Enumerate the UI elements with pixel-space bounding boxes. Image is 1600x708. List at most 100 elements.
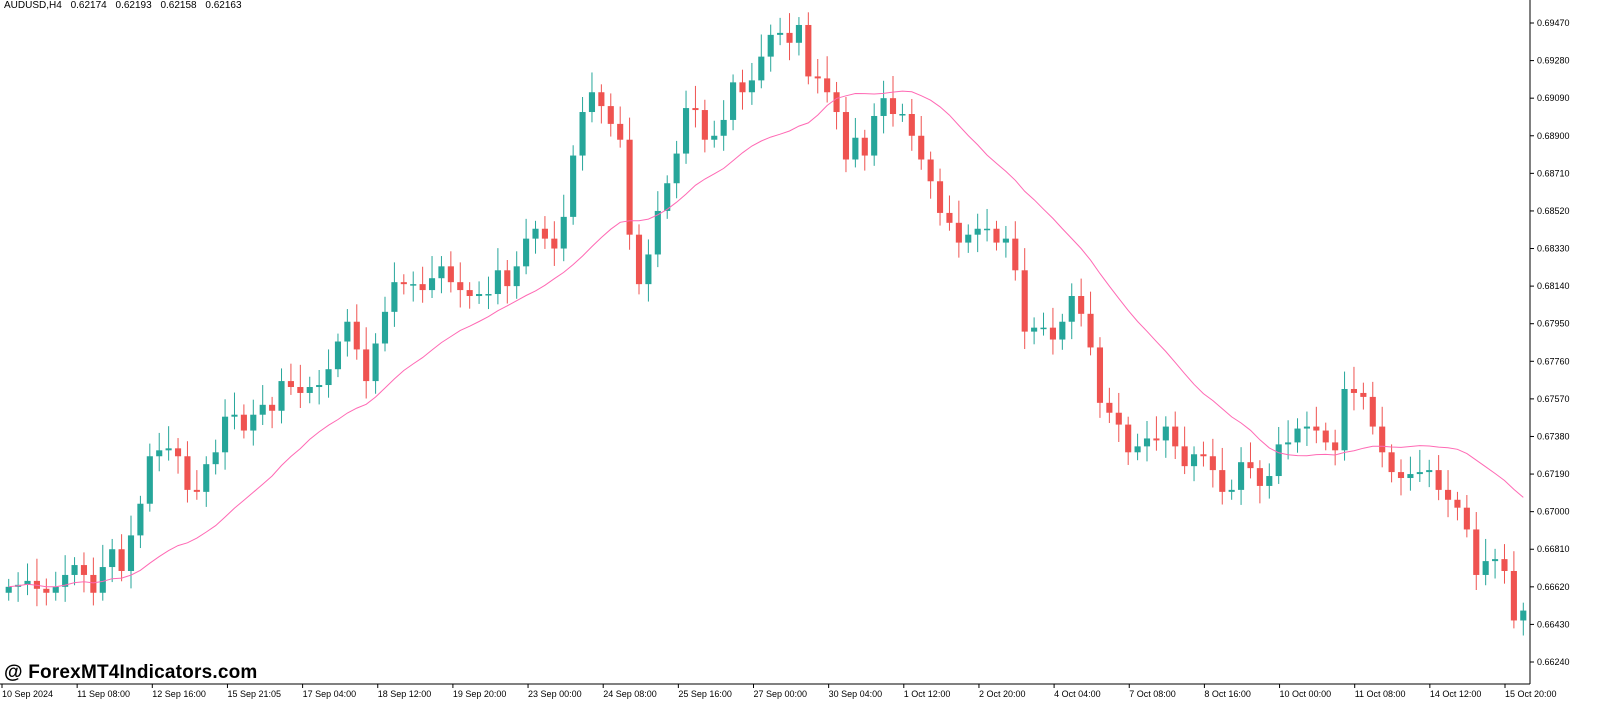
- bull-candle[interactable]: [476, 294, 483, 297]
- bear-candle[interactable]: [842, 112, 850, 160]
- bull-candle[interactable]: [372, 343, 379, 382]
- bull-candle[interactable]: [1492, 559, 1499, 562]
- bear-candle[interactable]: [457, 282, 464, 291]
- bear-candle[interactable]: [1473, 529, 1480, 575]
- bull-candle[interactable]: [99, 567, 106, 593]
- bear-candle[interactable]: [598, 92, 605, 107]
- bear-candle[interactable]: [287, 381, 294, 388]
- bear-candle[interactable]: [80, 565, 88, 575]
- bull-candle[interactable]: [664, 183, 671, 211]
- bear-candle[interactable]: [1322, 430, 1329, 443]
- bear-candle[interactable]: [1454, 499, 1461, 508]
- bear-candle[interactable]: [635, 234, 643, 285]
- bear-candle[interactable]: [1200, 454, 1207, 457]
- bull-candle[interactable]: [278, 381, 285, 411]
- bull-candle[interactable]: [1275, 444, 1282, 477]
- bull-candle[interactable]: [965, 234, 972, 243]
- bear-candle[interactable]: [739, 82, 746, 93]
- bear-candle[interactable]: [617, 123, 624, 140]
- bull-candle[interactable]: [71, 565, 78, 575]
- bull-candle[interactable]: [513, 266, 520, 287]
- bear-candle[interactable]: [955, 222, 962, 243]
- bull-candle[interactable]: [984, 228, 991, 231]
- bull-candle[interactable]: [673, 153, 680, 184]
- bear-candle[interactable]: [1360, 392, 1367, 397]
- bull-candle[interactable]: [1416, 472, 1423, 475]
- bear-candle[interactable]: [1078, 296, 1085, 314]
- bear-candle[interactable]: [1209, 456, 1216, 471]
- bear-candle[interactable]: [1501, 559, 1508, 571]
- bull-candle[interactable]: [24, 580, 31, 585]
- bear-candle[interactable]: [1350, 388, 1358, 393]
- bull-candle[interactable]: [127, 535, 135, 571]
- bear-candle[interactable]: [1172, 426, 1179, 447]
- bear-candle[interactable]: [701, 110, 708, 140]
- bear-candle[interactable]: [363, 349, 370, 382]
- bear-candle[interactable]: [814, 76, 821, 79]
- bull-candle[interactable]: [212, 452, 219, 465]
- bull-candle[interactable]: [1134, 446, 1141, 453]
- bear-candle[interactable]: [353, 321, 360, 350]
- bull-candle[interactable]: [1059, 321, 1066, 340]
- bear-candle[interactable]: [193, 489, 200, 492]
- bull-candle[interactable]: [1482, 561, 1489, 575]
- bear-candle[interactable]: [1115, 412, 1122, 425]
- bear-candle[interactable]: [118, 549, 125, 571]
- bear-candle[interactable]: [1313, 426, 1320, 431]
- bear-candle[interactable]: [174, 448, 182, 457]
- bull-candle[interactable]: [1143, 438, 1151, 447]
- bull-candle[interactable]: [231, 414, 238, 417]
- bear-candle[interactable]: [805, 24, 812, 77]
- bull-candle[interactable]: [1407, 474, 1414, 479]
- bull-candle[interactable]: [222, 416, 229, 453]
- bull-candle[interactable]: [758, 56, 765, 81]
- bull-candle[interactable]: [259, 404, 266, 415]
- bull-candle[interactable]: [1285, 442, 1292, 445]
- bull-candle[interactable]: [1031, 327, 1038, 332]
- bull-candle[interactable]: [871, 115, 878, 156]
- bear-candle[interactable]: [993, 228, 1000, 243]
- bull-candle[interactable]: [1002, 238, 1009, 243]
- bull-candle[interactable]: [795, 24, 802, 43]
- bull-candle[interactable]: [748, 80, 755, 93]
- bear-candle[interactable]: [1153, 438, 1160, 441]
- bear-candle[interactable]: [786, 32, 793, 43]
- bear-candle[interactable]: [1435, 470, 1442, 490]
- bear-candle[interactable]: [1049, 327, 1056, 340]
- bull-candle[interactable]: [391, 282, 398, 312]
- bull-candle[interactable]: [720, 119, 727, 136]
- bear-candle[interactable]: [927, 159, 934, 182]
- bull-candle[interactable]: [767, 34, 774, 57]
- bear-candle[interactable]: [607, 106, 614, 124]
- bull-candle[interactable]: [523, 238, 530, 267]
- bull-candle[interactable]: [306, 387, 313, 393]
- bear-candle[interactable]: [1012, 238, 1019, 271]
- bear-candle[interactable]: [1256, 468, 1263, 486]
- bear-candle[interactable]: [936, 181, 944, 213]
- bull-candle[interactable]: [137, 503, 144, 536]
- bear-candle[interactable]: [400, 282, 407, 285]
- bull-candle[interactable]: [438, 266, 445, 279]
- bull-candle[interactable]: [588, 92, 596, 113]
- bear-candle[interactable]: [692, 108, 699, 111]
- bear-candle[interactable]: [908, 114, 915, 136]
- bull-candle[interactable]: [381, 311, 389, 344]
- bear-candle[interactable]: [1510, 570, 1517, 621]
- bear-candle[interactable]: [240, 414, 247, 431]
- bull-candle[interactable]: [62, 574, 69, 587]
- bear-candle[interactable]: [918, 135, 925, 160]
- bull-candle[interactable]: [410, 284, 417, 286]
- bull-candle[interactable]: [146, 456, 153, 504]
- bull-candle[interactable]: [852, 137, 859, 160]
- bull-candle[interactable]: [250, 414, 257, 431]
- bull-candle[interactable]: [325, 369, 332, 386]
- bull-candle[interactable]: [165, 448, 172, 451]
- bear-candle[interactable]: [1397, 472, 1405, 479]
- bull-candle[interactable]: [645, 254, 652, 285]
- bear-candle[interactable]: [419, 284, 426, 291]
- bear-candle[interactable]: [297, 387, 304, 393]
- bull-candle[interactable]: [1341, 388, 1348, 451]
- bull-candle[interactable]: [203, 464, 210, 492]
- bull-candle[interactable]: [1162, 426, 1169, 441]
